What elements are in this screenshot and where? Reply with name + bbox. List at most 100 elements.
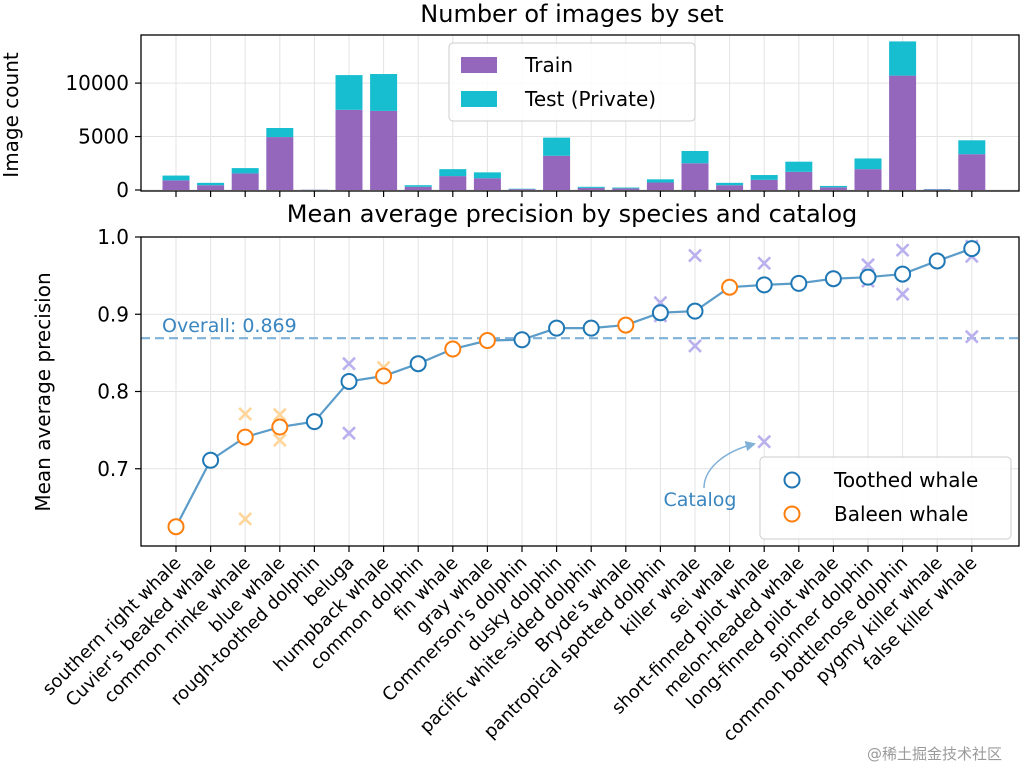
bar-test [162, 175, 190, 181]
bar-test [612, 187, 640, 189]
bar-train [162, 180, 190, 190]
y-tick-label: 0 [116, 178, 129, 202]
bar-train [197, 185, 225, 190]
y-tick-label: 0.9 [97, 302, 129, 326]
point-baleen [721, 278, 739, 296]
point-toothed [409, 355, 427, 373]
bar-test [646, 179, 674, 183]
overall-reference-line: Overall: 0.869 [141, 315, 1019, 340]
y-tick-label: 5000 [78, 125, 129, 149]
point-baleen [617, 316, 635, 334]
catalog-annotation-label: Catalog [664, 489, 737, 511]
catalog-marker [342, 356, 356, 371]
bar-test [197, 182, 225, 186]
y-tick-label: 10000 [65, 71, 129, 95]
point-toothed [340, 372, 358, 390]
legend-label-test: Test (Private) [524, 87, 656, 111]
overall-label: Overall: 0.869 [162, 315, 297, 337]
catalog-marker [238, 512, 253, 526]
point-toothed [824, 270, 842, 288]
legend-marker-toothed [783, 471, 801, 489]
catalog-marker [688, 248, 702, 263]
bar-test [231, 168, 259, 174]
bottom-chart-frame [140, 236, 1020, 547]
catalog-marker [895, 243, 910, 258]
point-toothed [305, 413, 323, 431]
bar-train [681, 163, 709, 190]
bar-train [612, 188, 640, 190]
legend-swatch-train [461, 57, 497, 73]
bar-train [439, 176, 467, 190]
bar-train [646, 182, 674, 190]
bar-train [577, 187, 605, 190]
top-chart-frame [140, 34, 1020, 192]
bar-test [819, 185, 847, 188]
y-tick-label: 0.8 [97, 380, 129, 404]
catalog-marker [272, 433, 287, 448]
bar-train [404, 186, 432, 190]
point-toothed [582, 319, 600, 337]
point-toothed [513, 331, 531, 349]
legend-label-toothed: Toothed whale [833, 468, 978, 492]
catalog-marker [688, 339, 702, 353]
bottom-chart-legend: Toothed whale Baleen whale [759, 456, 1012, 540]
bar-train [958, 154, 986, 190]
bar-test [404, 185, 432, 187]
bar-train [473, 178, 501, 190]
catalog-marker [757, 256, 772, 271]
bar-train [508, 189, 536, 190]
bar-train [923, 189, 951, 190]
bar-test [335, 75, 363, 110]
top-chart-bars [162, 41, 986, 190]
catalog-marker [238, 406, 253, 421]
point-baleen [478, 332, 496, 350]
catalog-marker [861, 257, 875, 272]
bar-test [370, 74, 398, 111]
bar-train [750, 179, 778, 190]
top-chart: Number of images by set Image count 0 500… [0, 0, 1020, 202]
y-tick-label: 0.7 [97, 457, 129, 481]
bottom-chart: Mean average precision by species and ca… [31, 200, 1020, 746]
x-tick-label: southern right whale [39, 553, 186, 700]
bar-test [750, 175, 778, 180]
catalog-arrow [703, 440, 757, 489]
point-toothed [548, 319, 566, 337]
bar-test [889, 41, 917, 76]
bar-train [370, 110, 398, 190]
bar-train [716, 185, 744, 190]
bar-test [266, 128, 294, 138]
bottom-chart-title: Mean average precision by species and ca… [287, 200, 858, 228]
legend-swatch-test [461, 91, 497, 107]
point-toothed [202, 451, 220, 469]
bar-test [473, 172, 501, 179]
catalog-marker [895, 287, 910, 302]
point-toothed [859, 268, 877, 286]
bar-test [681, 150, 709, 164]
catalog-marker [964, 329, 979, 344]
bottom-chart-ylabel: Mean average precision [31, 272, 55, 511]
bar-test [958, 140, 986, 155]
catalog-markers [238, 239, 979, 526]
top-chart-ylabel: Image count [0, 52, 23, 178]
bar-train [266, 137, 294, 190]
top-chart-legend: Train Test (Private) [448, 42, 696, 122]
point-toothed [790, 274, 808, 292]
map-points [167, 240, 981, 536]
point-toothed [755, 276, 773, 294]
point-baleen [167, 518, 185, 536]
bar-train [335, 109, 363, 190]
bar-test [785, 161, 813, 172]
top-chart-title: Number of images by set [420, 0, 723, 28]
legend-box [448, 42, 696, 122]
point-toothed [963, 240, 981, 258]
point-baleen [375, 367, 393, 385]
bar-test [543, 137, 571, 156]
watermark-text: @稀土掘金技术社区 [866, 745, 1002, 763]
point-toothed [894, 265, 912, 283]
catalog-marker [342, 426, 356, 441]
bar-train [785, 171, 813, 190]
bottom-chart-yaxis: 0.7 0.8 0.9 1.0 [97, 225, 141, 481]
point-baleen [236, 428, 254, 446]
